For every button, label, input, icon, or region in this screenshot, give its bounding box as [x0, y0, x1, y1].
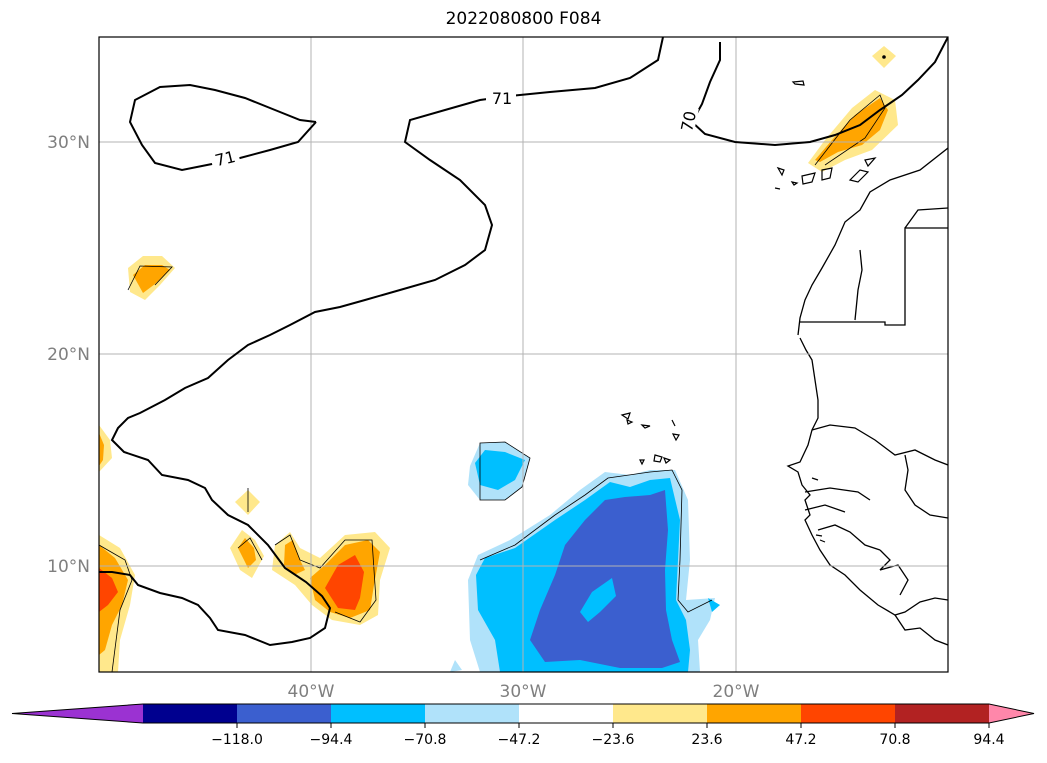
colorbar-tick-label: 47.2 — [785, 732, 816, 748]
negative-anomaly-fill — [450, 442, 720, 672]
lon-label: 20°W — [713, 682, 760, 702]
colorbar: −118.0 −94.4 −70.8 −47.2 −23.6 23.6 47.2 70.8 94… — [11, 703, 1035, 748]
contour-label: 71 — [213, 147, 237, 170]
marker-dot — [882, 55, 886, 59]
colorbar-tick-label: −118.0 — [211, 732, 263, 748]
colorbar-tick-label: −70.8 — [404, 732, 447, 748]
lat-label: 10°N — [47, 557, 90, 577]
contour-label: 71 — [492, 89, 512, 108]
colorbar-segment — [707, 704, 802, 723]
colorbar-segment — [895, 704, 990, 723]
colorbar-segment — [331, 704, 426, 723]
map-frame — [98, 36, 949, 673]
contour-label-bg — [486, 88, 516, 106]
colorbar-segment — [801, 704, 896, 723]
colorbar-tick-label: −47.2 — [498, 732, 541, 748]
colorbar-segment — [613, 704, 708, 723]
coastline — [786, 147, 948, 646]
colorbar-extend-min — [12, 704, 143, 723]
colorbar-tick-label: 23.6 — [691, 732, 722, 748]
colorbar-tick-label: −94.4 — [310, 732, 353, 748]
lon-label: 30°W — [500, 682, 547, 702]
colorbar-outline — [11, 703, 1035, 724]
field-contours — [99, 37, 948, 647]
colorbar-tick-label: 70.8 — [879, 732, 910, 748]
lat-label: 30°N — [47, 133, 90, 153]
contour-label-group: 71 — [209, 147, 241, 170]
colorbar-segment — [425, 704, 520, 723]
colorbar-tick-label: −23.6 — [592, 732, 635, 748]
colorbar-segment — [519, 704, 614, 723]
lon-label: 40°W — [288, 682, 335, 702]
colorbar-segment — [143, 704, 238, 723]
colorbar-extend-max — [989, 704, 1034, 723]
contour-label-group: 70 — [677, 105, 700, 137]
map-contents: 71 71 70 — [99, 37, 948, 672]
graticule — [99, 37, 948, 672]
map-title: 2022080800 F084 — [445, 9, 602, 29]
contour-label: 70 — [677, 109, 700, 133]
islands — [620, 80, 877, 543]
colorbar-tick-label: 94.4 — [973, 732, 1004, 748]
lat-label: 20°N — [47, 345, 90, 365]
colorbar-segment — [237, 704, 332, 723]
